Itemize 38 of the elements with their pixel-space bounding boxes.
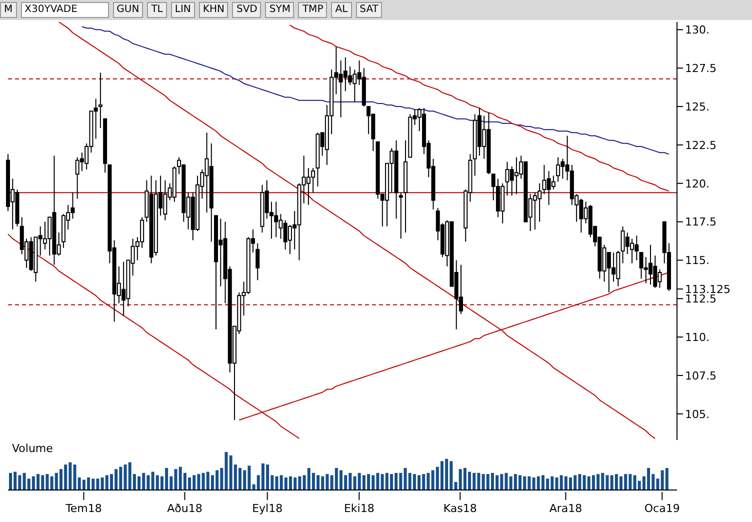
chart-title: X30YVADE — [20, 2, 109, 18]
text: SVD — [232, 2, 262, 18]
text: M — [0, 2, 17, 18]
line-series — [81, 26, 670, 155]
x-tick-label: Tem18 — [64, 502, 102, 515]
text: TMP — [298, 2, 328, 18]
candlestick — [556, 156, 560, 182]
x-tick-label: Aðu18 — [167, 502, 202, 515]
text: SAT — [356, 2, 382, 18]
y-tick-label: 125. — [685, 100, 710, 114]
y-tick-label: 115. — [685, 254, 710, 268]
candlestick — [551, 175, 556, 190]
x-tick-label: Eyl18 — [252, 502, 283, 515]
text: GUN — [112, 2, 144, 18]
y-tick-label: 122.5 — [685, 138, 716, 152]
y-tick-label: 117.5 — [685, 216, 716, 229]
x-tick-label: Ara18 — [549, 502, 582, 515]
y-tick-label: 110. — [685, 330, 710, 344]
x-tick-label: Oca19 — [644, 502, 680, 515]
y-tick-label: 130. — [685, 24, 710, 37]
x-tick-label: Kas18 — [443, 502, 477, 515]
text: TL — [147, 2, 167, 18]
y-tick-label: 105. — [685, 408, 710, 421]
chart-title: Volume — [12, 442, 53, 455]
y-tick-label: 107.5 — [685, 369, 716, 382]
y-tick-label: 112.5 — [685, 292, 716, 306]
text: KHN — [198, 2, 228, 18]
candlestick — [398, 192, 403, 240]
candlestick — [256, 242, 260, 281]
text: SYM — [265, 2, 294, 18]
text: LIN — [170, 2, 195, 18]
y-tick-label: 120. — [685, 177, 710, 190]
candlestick — [458, 264, 463, 314]
x-tick-label: Eki18 — [344, 502, 374, 515]
candlestick — [98, 72, 102, 129]
bar — [665, 468, 668, 490]
text: AL — [331, 2, 352, 18]
y-tick-label: 127.5 — [685, 62, 716, 76]
